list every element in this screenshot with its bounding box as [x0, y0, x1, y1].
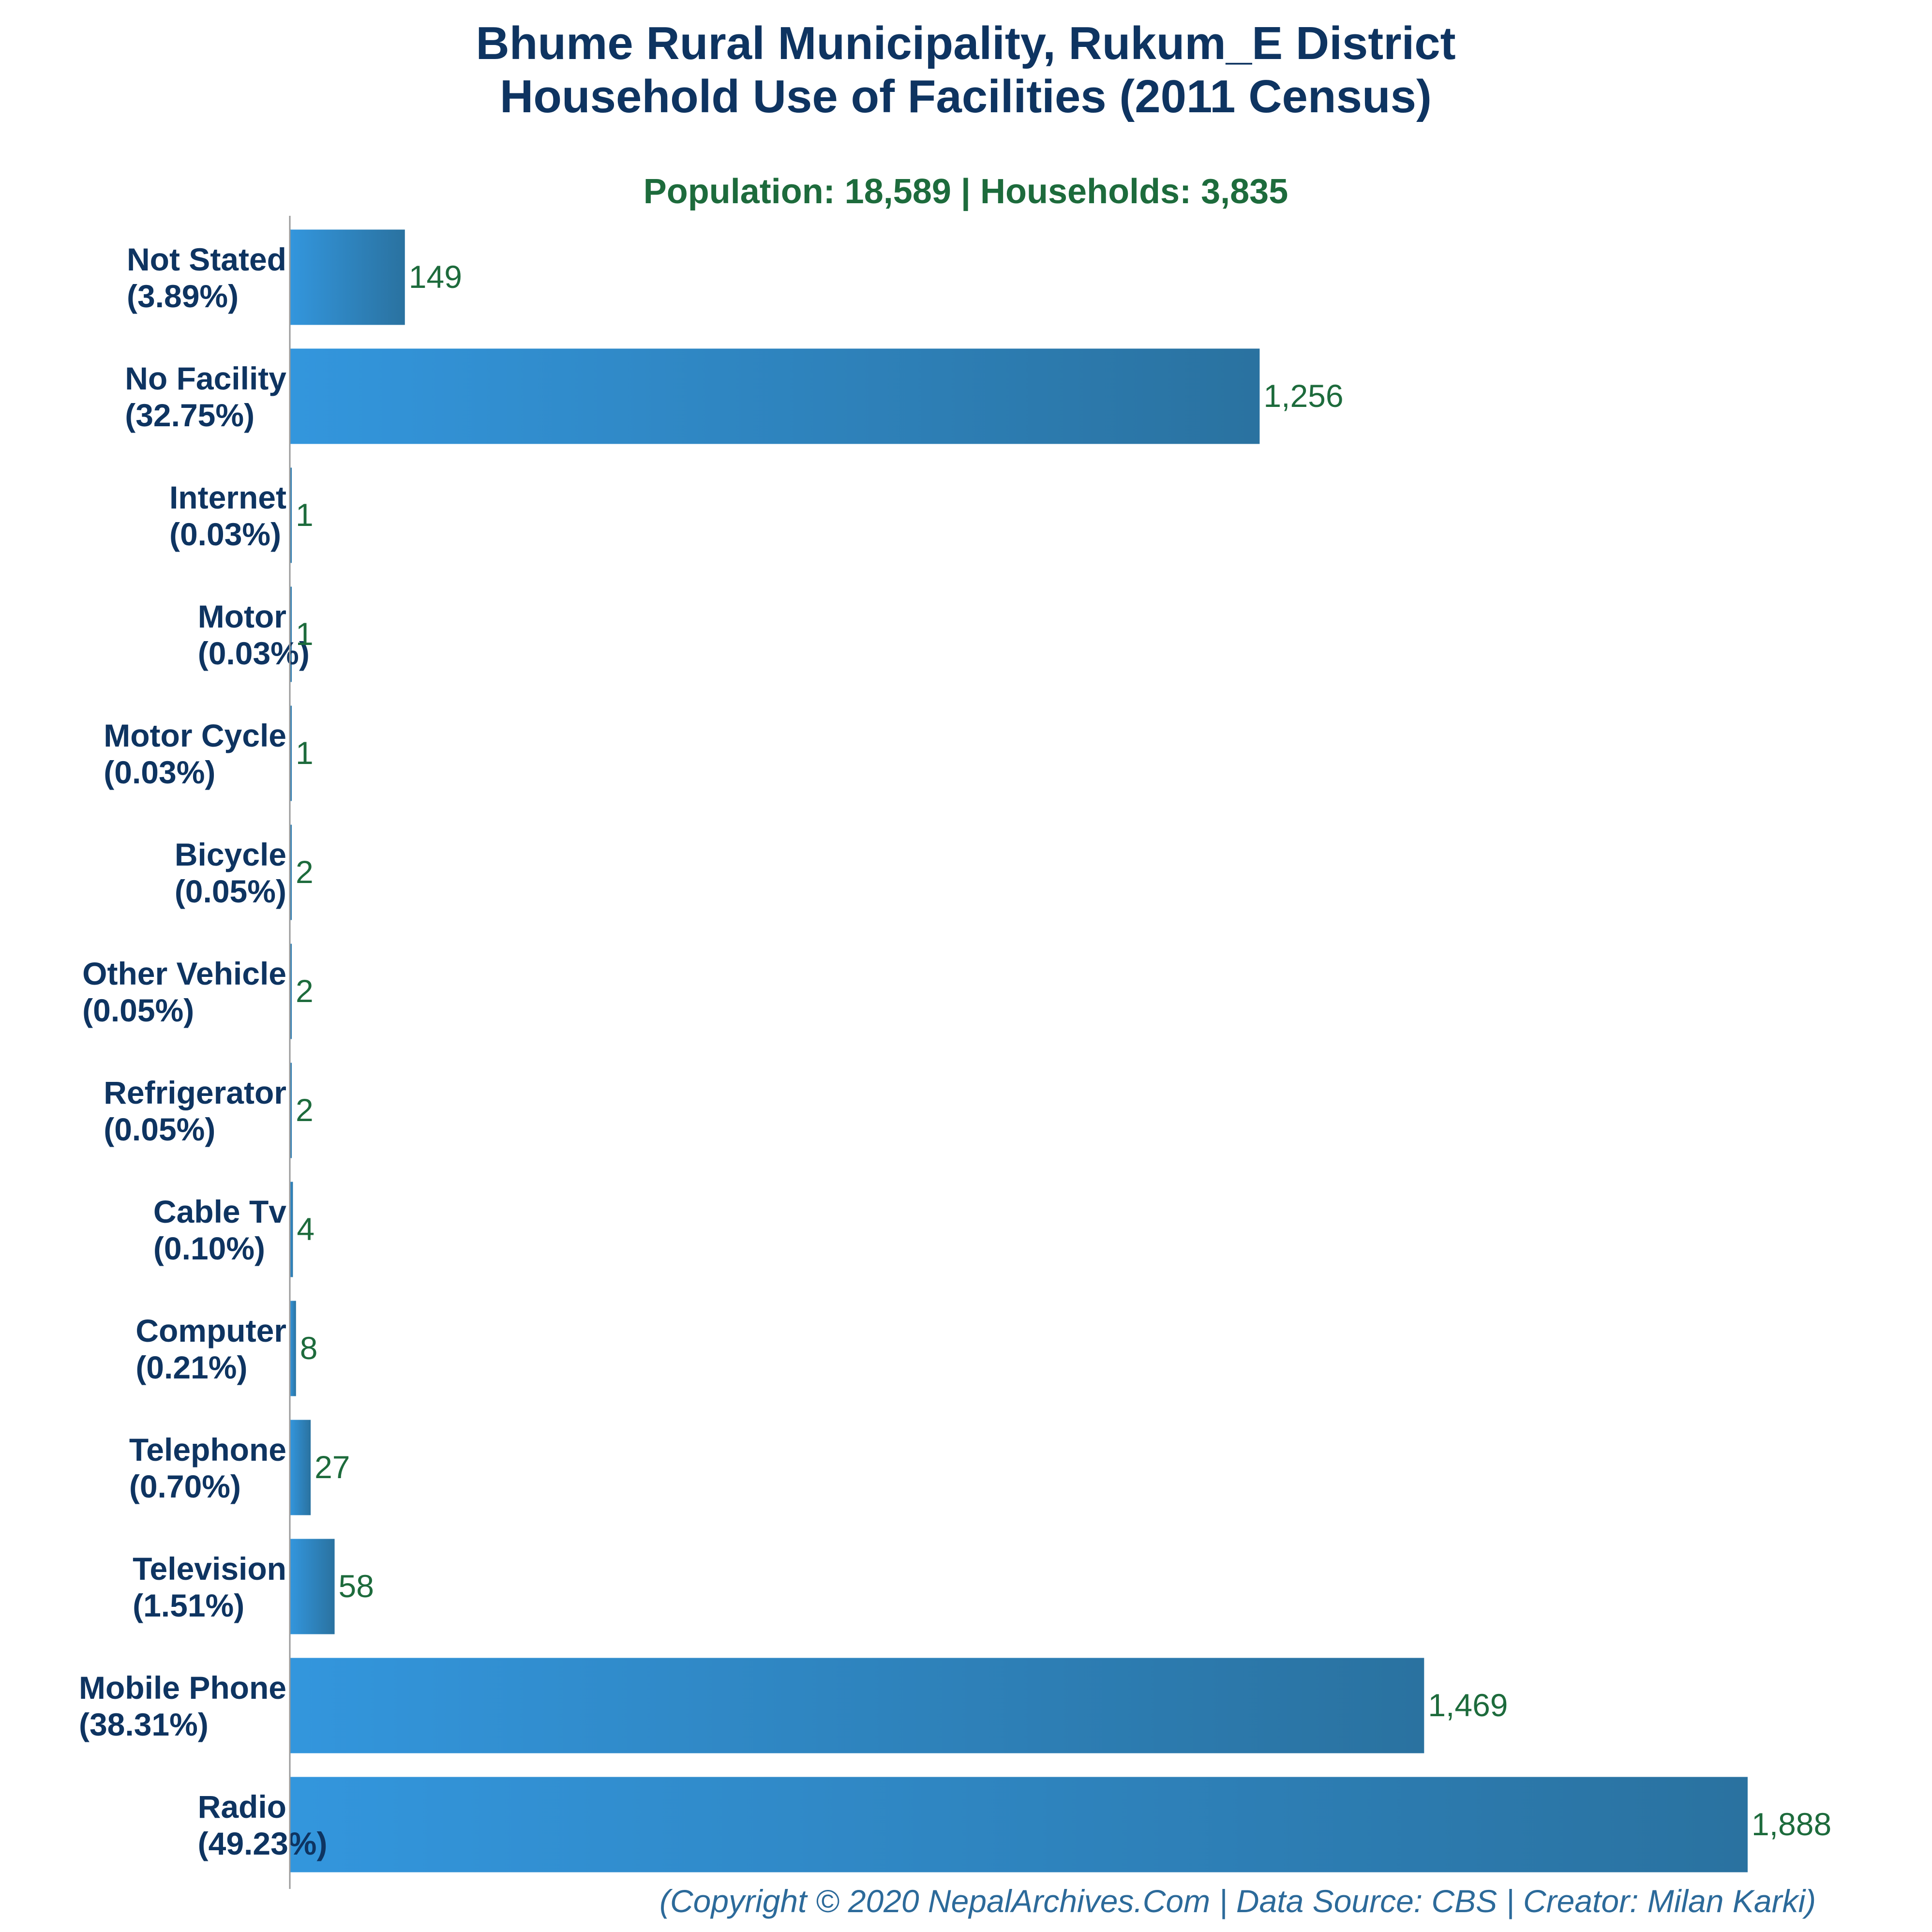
category-pct-10: (0.70%) [129, 1468, 241, 1504]
value-label-6: 2 [296, 973, 314, 1009]
category-name-0: Not Stated [127, 241, 286, 277]
bar-2 [290, 467, 292, 563]
category-name-8: Cable Tv [153, 1194, 286, 1229]
value-label-10: 27 [315, 1449, 350, 1485]
bar-6 [290, 944, 292, 1039]
category-pct-7: (0.05%) [104, 1111, 215, 1147]
category-name-5: Bicycle [175, 837, 286, 872]
category-pct-4: (0.03%) [104, 754, 215, 790]
value-label-13: 1,888 [1752, 1806, 1831, 1842]
bar-3 [290, 586, 292, 682]
value-label-2: 1 [296, 497, 314, 533]
category-name-3: Motor [198, 599, 286, 634]
category-name-1: No Facility [125, 360, 286, 396]
chart-subtitle: Population: 18,589 | Households: 3,835 [644, 172, 1288, 211]
bar-8 [290, 1182, 293, 1277]
category-pct-0: (3.89%) [127, 278, 239, 314]
value-label-4: 1 [296, 735, 314, 771]
bar-9 [290, 1301, 296, 1396]
chart-title-line2: Household Use of Facilities (2011 Census… [500, 71, 1432, 122]
value-label-1: 1,256 [1263, 378, 1343, 414]
category-name-7: Refrigerator [104, 1075, 286, 1110]
category-pct-2: (0.03%) [169, 516, 281, 552]
category-pct-6: (0.05%) [82, 992, 194, 1028]
category-name-13: Radio [198, 1789, 286, 1825]
value-label-5: 2 [296, 854, 314, 890]
chart-title-line1: Bhume Rural Municipality, Rukum_E Distri… [476, 17, 1455, 69]
bar-11 [290, 1539, 335, 1634]
category-pct-8: (0.10%) [153, 1230, 265, 1266]
category-pct-3: (0.03%) [198, 635, 310, 671]
value-label-3: 1 [296, 616, 314, 652]
value-label-8: 4 [297, 1211, 315, 1247]
category-pct-12: (38.31%) [79, 1707, 209, 1742]
category-name-11: Television [133, 1551, 286, 1587]
bar-7 [290, 1063, 292, 1158]
category-name-12: Mobile Phone [79, 1670, 286, 1706]
value-label-9: 8 [300, 1330, 318, 1366]
category-labels-group: Not Stated(3.89%) No Facility(32.75%) Inte… [79, 241, 327, 1861]
value-label-11: 58 [339, 1568, 374, 1604]
value-label-12: 1,469 [1428, 1687, 1508, 1723]
category-name-2: Internet [169, 479, 286, 515]
bar-4 [290, 705, 292, 801]
category-name-10: Telephone [129, 1432, 286, 1468]
value-labels-group: 149 1,256 1 1 1 2 2 2 4 8 27 58 1,469 1,888 [296, 259, 1831, 1842]
footer-credit: (Copyright © 2020 NepalArchives.Com | Da… [659, 1883, 1816, 1920]
value-label-7: 2 [296, 1092, 314, 1128]
category-name-6: Other Vehicle [82, 956, 286, 991]
category-pct-11: (1.51%) [133, 1588, 244, 1623]
category-pct-13: (49.23%) [198, 1826, 328, 1861]
category-pct-9: (0.21%) [135, 1349, 247, 1385]
bar-13 [290, 1777, 1748, 1872]
bar-5 [290, 824, 292, 920]
category-name-4: Motor Cycle [104, 718, 286, 753]
bar-1 [290, 348, 1260, 444]
bar-0 [290, 229, 405, 325]
bar-10 [290, 1420, 311, 1515]
category-pct-1: (32.75%) [125, 397, 255, 433]
bar-12 [290, 1658, 1424, 1753]
category-name-9: Computer [135, 1313, 286, 1348]
value-label-0: 149 [409, 259, 462, 295]
bars-group [290, 229, 1748, 1872]
category-pct-5: (0.05%) [175, 873, 286, 909]
